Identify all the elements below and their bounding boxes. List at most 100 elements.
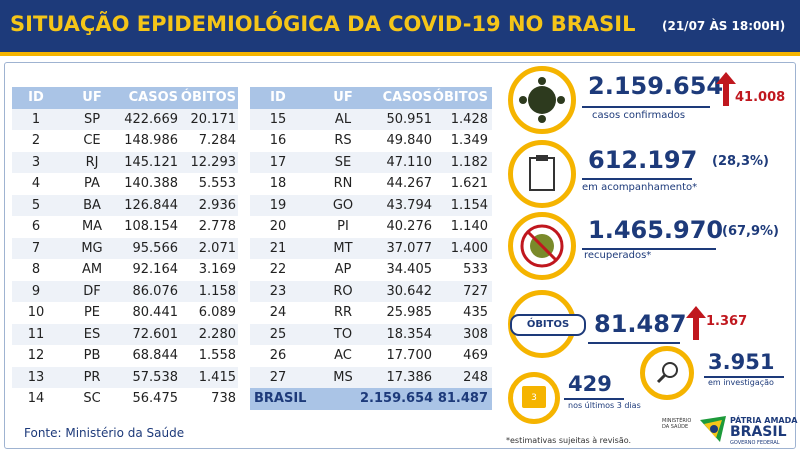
table-cell: 16	[269, 133, 287, 148]
icon	[520, 224, 564, 268]
table-cell: 248	[463, 369, 488, 385]
table-cell: 308	[463, 326, 488, 342]
table-cell: 19	[269, 197, 287, 213]
table-cell: RN	[333, 176, 353, 191]
row-bg	[12, 388, 238, 410]
table-cell: 1.621	[450, 176, 488, 191]
underline	[588, 342, 680, 344]
up-arrow	[716, 72, 736, 106]
table-cell: 22	[269, 262, 287, 277]
table-cell: 727	[463, 283, 488, 299]
table-cell: PR	[83, 369, 101, 385]
table-cell: 86.076	[132, 283, 179, 299]
table-cell: 56.475	[132, 391, 179, 406]
recovered-value: 1.465.970	[588, 216, 724, 244]
table-cell: 40.276	[386, 219, 433, 234]
table-cell: 6	[31, 219, 41, 234]
table-cell: 8	[31, 262, 41, 277]
underline	[582, 248, 716, 250]
slogan: PÁTRIA AMADA	[730, 416, 798, 425]
confirmed-value: 2.159.654	[588, 72, 724, 100]
column-header: CASOS	[382, 90, 432, 105]
table-cell: 108.154	[124, 219, 178, 234]
table-cell: 738	[211, 391, 236, 406]
table-cell: 126.844	[124, 197, 178, 213]
column-header: ÓBITOS	[180, 90, 236, 105]
table-cell: 18.354	[386, 326, 433, 342]
table-cell: 14	[27, 391, 45, 406]
row-bg	[250, 194, 492, 216]
table-cell: 18	[269, 176, 287, 191]
header-bar	[0, 0, 800, 56]
row-bg	[12, 130, 238, 152]
row-bg	[250, 280, 492, 302]
row-bg	[250, 366, 492, 388]
table-cell: 25	[269, 326, 287, 342]
row-bg	[12, 366, 238, 388]
total-cell: 81.487	[437, 391, 488, 406]
table-cell: 43.794	[386, 197, 433, 213]
row-bg	[250, 173, 492, 195]
table-cell: 3.169	[198, 262, 236, 277]
row-bg	[250, 151, 492, 173]
recovered-label: recuperados*	[584, 250, 652, 261]
table-cell: 5.553	[198, 176, 236, 191]
recovered-icon	[508, 212, 576, 280]
table-header-bg	[12, 87, 238, 109]
ministry: MINISTÉRIO DA SAÚDE	[662, 418, 692, 430]
table-cell: 80.441	[132, 305, 179, 320]
row-bg	[12, 280, 238, 302]
table-cell: 4	[31, 176, 41, 191]
table-cell: 15	[269, 111, 287, 127]
confirmed-increase: 41.008	[735, 90, 786, 105]
table-cell: PE	[83, 305, 101, 320]
table-cell: 422.669	[124, 111, 178, 127]
table-cell: AL	[334, 111, 352, 127]
table-cell: MA	[81, 219, 103, 234]
table-header-bg	[250, 87, 492, 109]
total-cell: 2.159.654	[360, 391, 434, 406]
title: SITUAÇÃO EPIDEMIOLÓGICA DA COVID-19 NO B…	[10, 12, 636, 36]
table-cell: 47.110	[386, 154, 433, 170]
table-cell: 2	[31, 133, 41, 148]
recent-value: 429	[568, 372, 612, 396]
row-bg	[250, 237, 492, 259]
virus-icon	[508, 66, 576, 134]
table-cell: 1	[31, 111, 41, 127]
table-cell: MG	[81, 240, 103, 256]
monitoring-label: em acompanhamento*	[582, 182, 698, 193]
table-cell: 92.164	[132, 262, 179, 277]
table-cell: 2.778	[198, 219, 236, 234]
table-cell: RS	[334, 133, 352, 148]
table-cell: 533	[463, 262, 488, 277]
table-cell: 37.077	[386, 240, 433, 256]
table-cell: GO	[332, 197, 354, 213]
icon	[656, 362, 678, 384]
table-cell: 30.642	[386, 283, 433, 299]
table-cell: 17.386	[386, 369, 433, 385]
source: Fonte: Ministério da Saúde	[24, 426, 185, 440]
recent-label: nos últimos 3 dias	[568, 401, 641, 410]
row-bg	[12, 173, 238, 195]
table-cell: SE	[334, 154, 352, 170]
table-cell: 17	[269, 154, 287, 170]
table-cell: PA	[84, 176, 100, 191]
table-cell: 3	[31, 154, 41, 170]
table-cell: BA	[83, 197, 101, 213]
table-cell: 12	[27, 348, 45, 363]
table-cell: 13	[27, 369, 45, 385]
table-cell: PI	[337, 219, 349, 234]
confirmed-label: casos confirmados	[592, 110, 686, 121]
table-cell: 26	[269, 348, 287, 363]
table-cell: MT	[333, 240, 353, 256]
table-cell: SC	[83, 391, 101, 406]
table-cell: 17.700	[386, 348, 433, 363]
table-cell: 5	[31, 197, 41, 213]
total-bg	[250, 388, 492, 410]
table-cell: 7	[31, 240, 41, 256]
table-cell: 72.601	[132, 326, 179, 342]
table-cell: 23	[269, 283, 287, 299]
icon	[519, 77, 565, 123]
table-cell: 2.936	[198, 197, 236, 213]
